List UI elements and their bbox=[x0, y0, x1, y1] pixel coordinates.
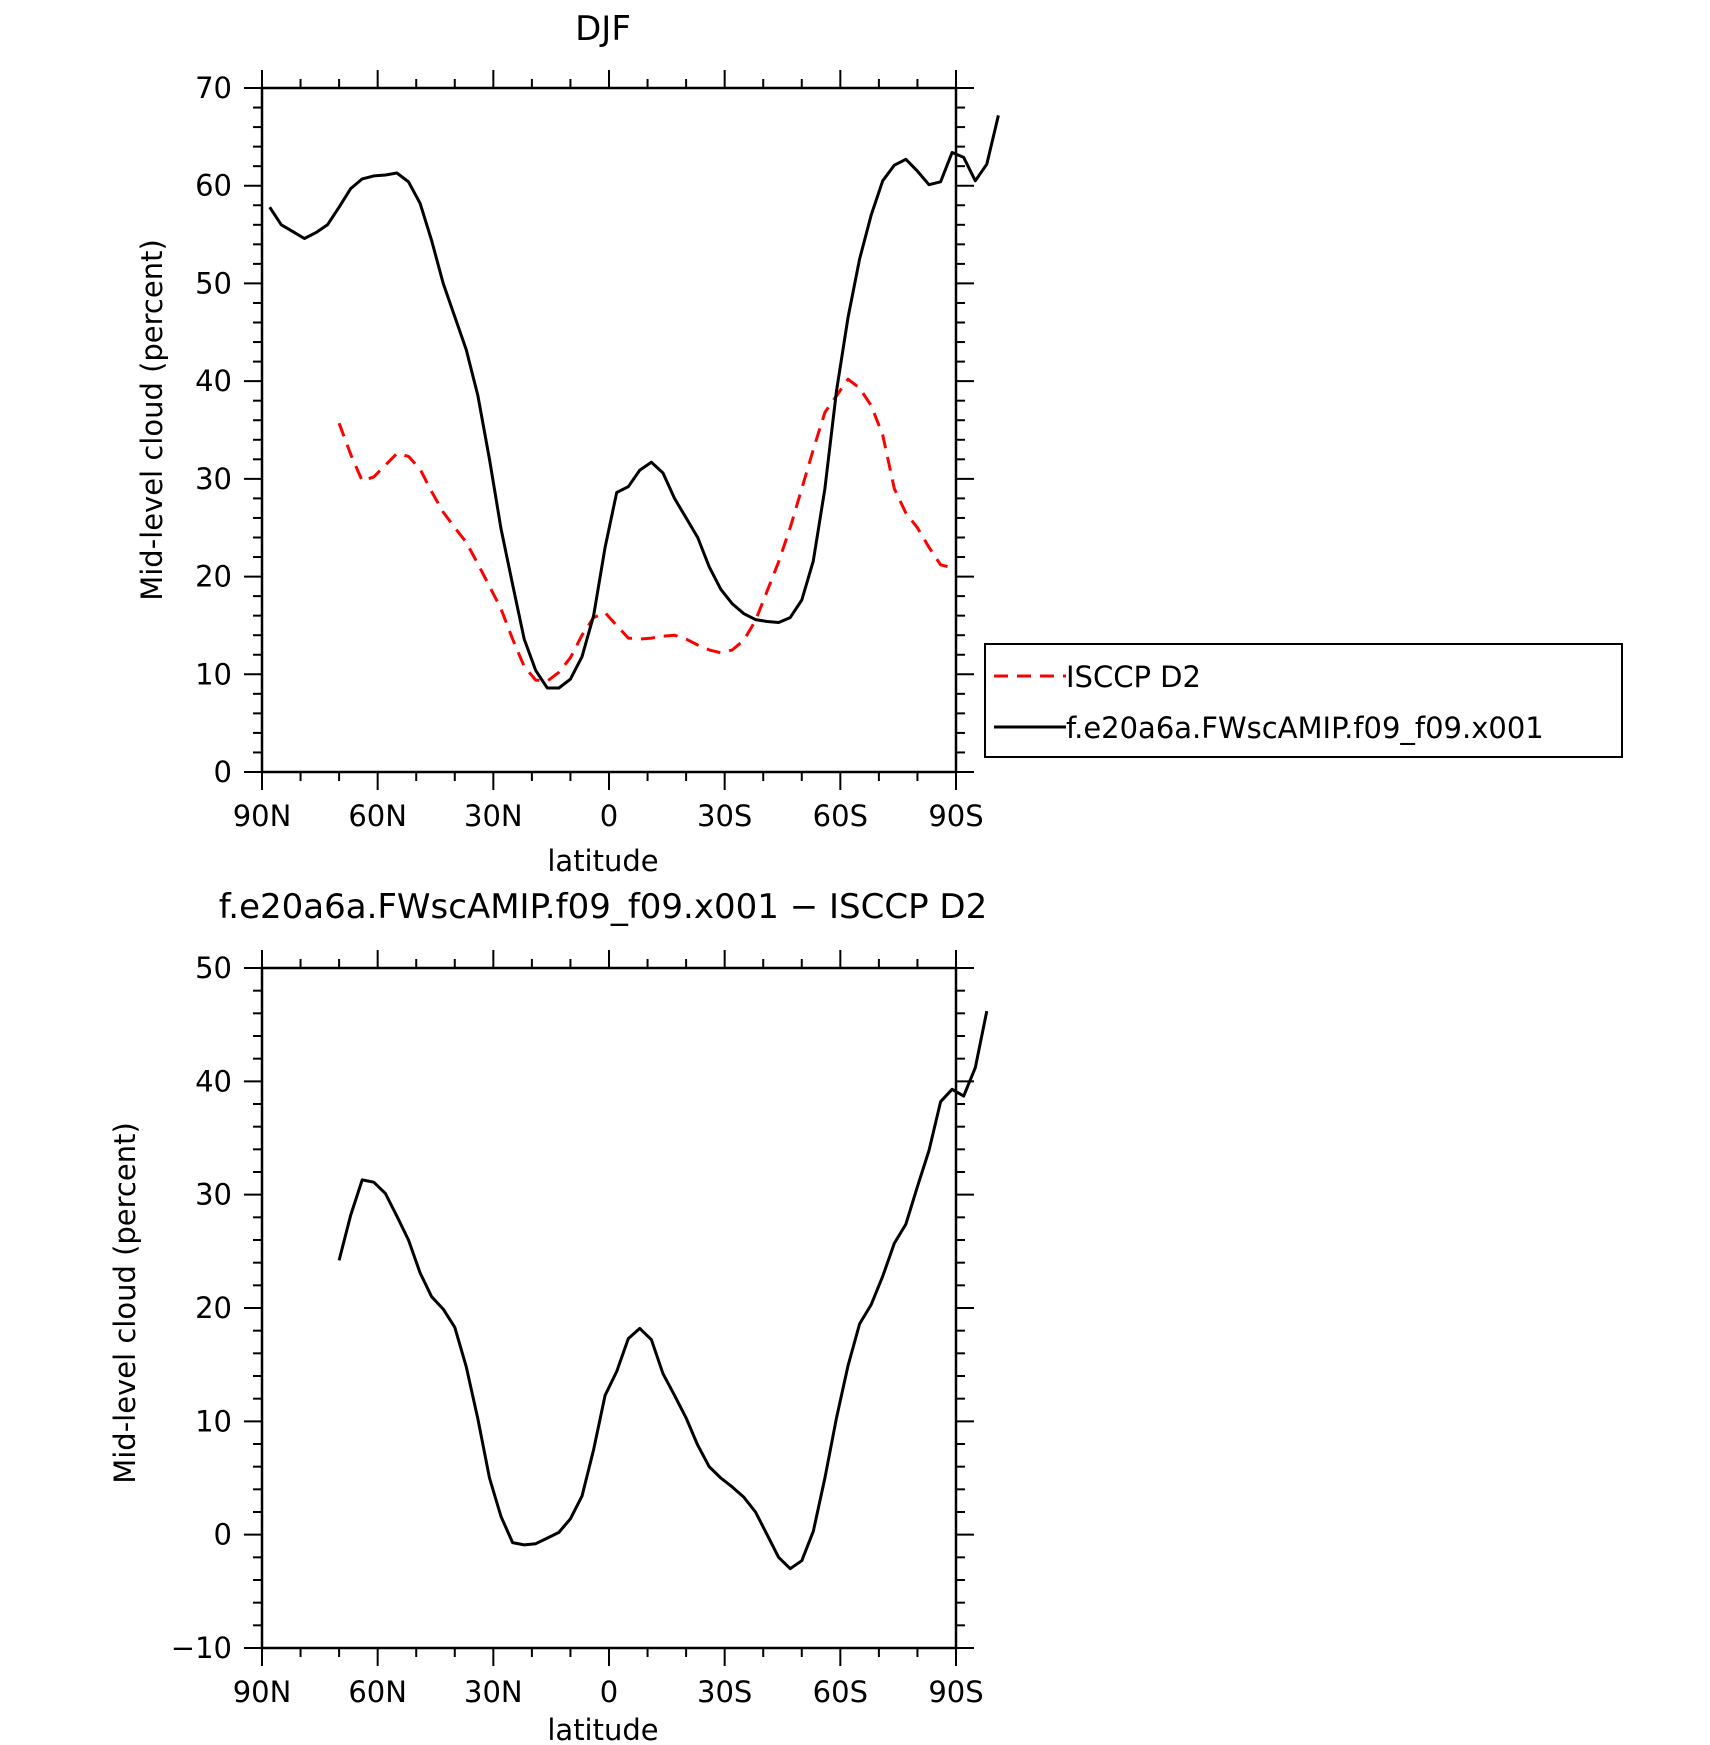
bottom-chart-panel: −10 0 10 20 30 40 50 90N 60N 30N 0 30S 60S 90S bbox=[171, 950, 989, 1709]
top-x-tick-label: 90N bbox=[233, 799, 292, 833]
top-chart-x-axis-title: latitude bbox=[547, 844, 658, 878]
top-x-tick-label: 90S bbox=[928, 799, 983, 833]
bottom-x-tick-label: 30N bbox=[464, 1675, 523, 1709]
bottom-plot-frame bbox=[260, 966, 958, 1650]
bottom-x-tick-label: 60S bbox=[813, 1675, 868, 1709]
bottom-y-tick-label: −10 bbox=[171, 1631, 232, 1665]
top-x-tick-label: 0 bbox=[600, 799, 618, 833]
top-series-line-0 bbox=[337, 377, 949, 683]
bottom-y-tick-label: 0 bbox=[214, 1518, 232, 1552]
legend-label-isccp: ISCCP D2 bbox=[1066, 660, 1201, 694]
top-panel-title: DJF bbox=[575, 9, 631, 49]
bottom-x-tick-label: 0 bbox=[600, 1675, 618, 1709]
top-y-tick-label: 40 bbox=[195, 364, 232, 398]
bottom-chart-y-axis-title: Mid-level cloud (percent) bbox=[108, 1122, 142, 1484]
bottom-x-tick-label: 90N bbox=[233, 1675, 292, 1709]
bottom-y-tick-label: 50 bbox=[195, 951, 232, 985]
top-x-tick-label: 60S bbox=[813, 799, 868, 833]
top-y-tick-label: 50 bbox=[195, 266, 232, 300]
top-x-tick-label: 30N bbox=[464, 799, 523, 833]
legend-box bbox=[984, 643, 1623, 758]
top-x-tick-label: 30S bbox=[697, 799, 752, 833]
top-y-tick-label: 70 bbox=[195, 71, 232, 105]
bottom-x-tick-label: 30S bbox=[697, 1675, 752, 1709]
bottom-y-tick-label: 10 bbox=[195, 1404, 232, 1438]
bottom-chart-x-axis-title: latitude bbox=[547, 1713, 658, 1745]
bottom-x-tick-label: 90S bbox=[928, 1675, 983, 1709]
top-y-tick-label: 20 bbox=[195, 560, 232, 594]
legend: ISCCP D2 f.e20a6a.FWscAMIP.f09_f09.x001 bbox=[984, 643, 1623, 758]
top-y-tick-label: 30 bbox=[195, 462, 232, 496]
top-x-tick-label: 60N bbox=[348, 799, 407, 833]
bottom-panel-title: f.e20a6a.FWscAMIP.f09_f09.x001 − ISCCP D… bbox=[219, 887, 987, 927]
bottom-y-tick-label: 40 bbox=[195, 1064, 232, 1098]
bottom-series-line-0 bbox=[337, 1010, 989, 1571]
legend-label-model: f.e20a6a.FWscAMIP.f09_f09.x001 bbox=[1066, 711, 1544, 745]
bottom-y-tick-label: 20 bbox=[195, 1291, 232, 1325]
top-y-tick-label: 10 bbox=[195, 657, 232, 691]
bottom-x-tick-label: 60N bbox=[348, 1675, 407, 1709]
top-plot-frame bbox=[260, 86, 958, 774]
top-chart-y-axis-title: Mid-level cloud (percent) bbox=[135, 239, 169, 601]
top-y-tick-label: 0 bbox=[214, 755, 232, 789]
top-y-tick-label: 60 bbox=[195, 169, 232, 203]
bottom-y-tick-label: 30 bbox=[195, 1178, 232, 1212]
top-chart-panel: 0 10 20 30 40 50 60 70 90N 60N 30N 0 30S 60S 90S bbox=[195, 70, 1000, 833]
top-series-line-1 bbox=[268, 115, 1000, 690]
